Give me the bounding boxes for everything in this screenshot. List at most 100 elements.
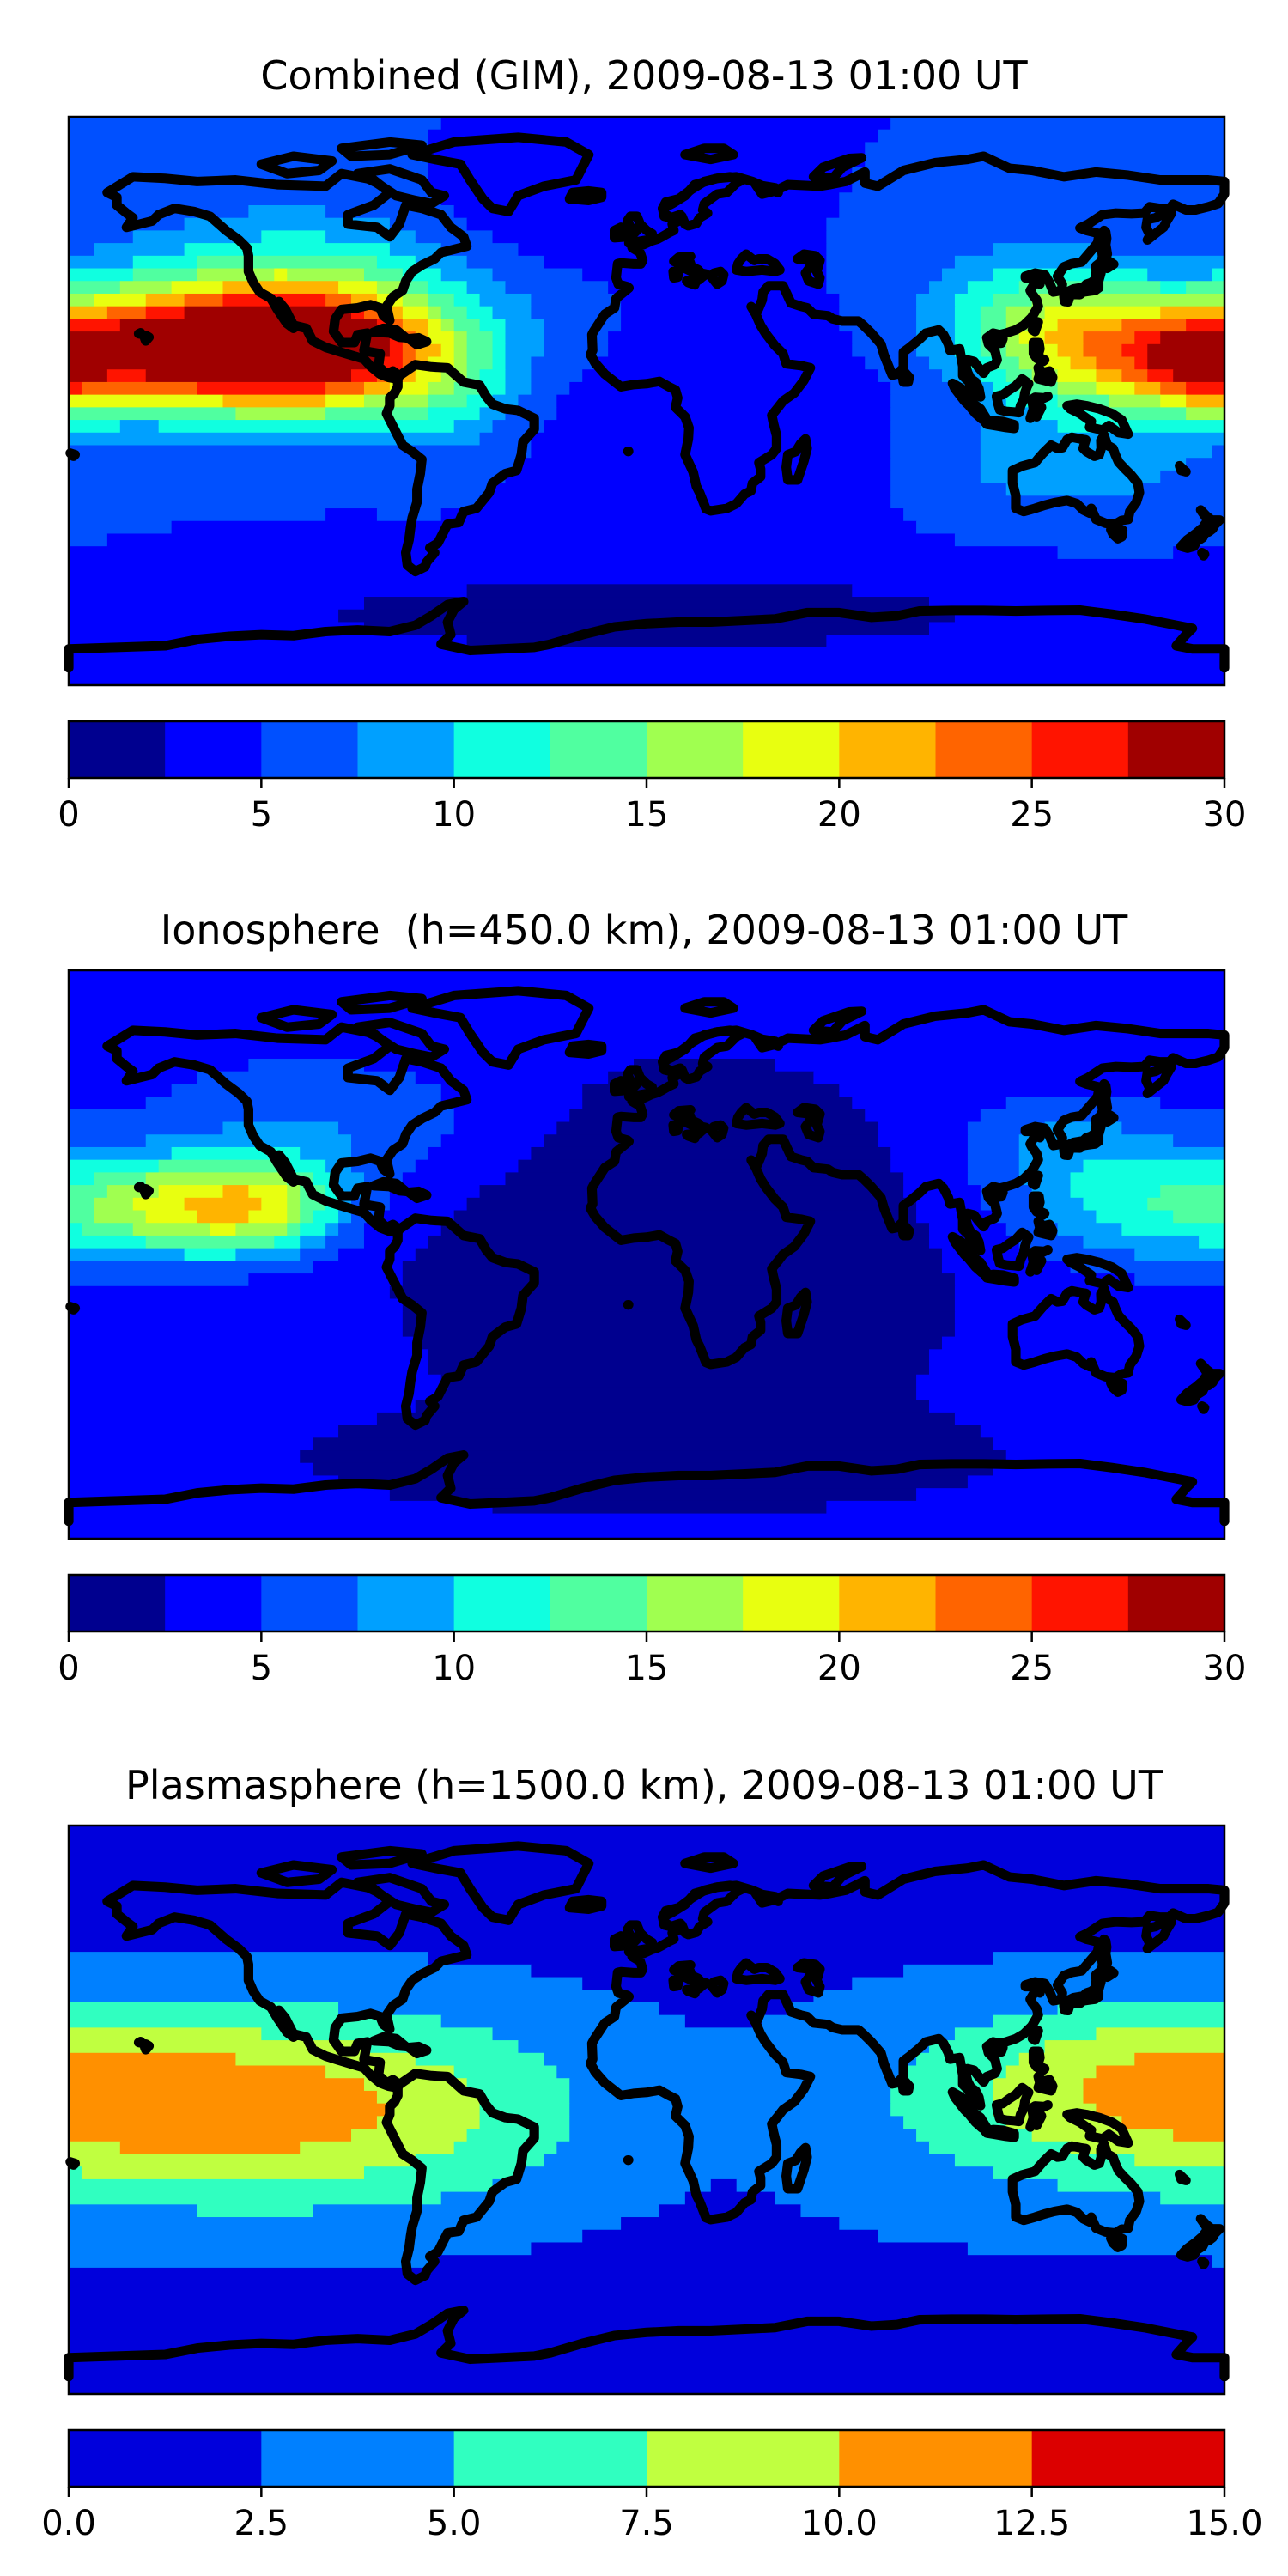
contour-cell: [440, 2014, 686, 2028]
contour-cell: [69, 1838, 1225, 1852]
contour-cell: [1057, 319, 1122, 332]
contour-cell: [492, 2027, 956, 2041]
contour-cell: [967, 1134, 1020, 1148]
contour-cell: [1134, 2052, 1225, 2067]
colorbar-ticks: 0 5 10 15 20 25 30: [58, 1631, 1246, 1688]
contour-cell: [1070, 1172, 1225, 1186]
contour-cell: [69, 1888, 1225, 1902]
contour-cell: [300, 1450, 1007, 1464]
contour-cell: [556, 2065, 904, 2079]
contour-cell: [69, 1084, 173, 1097]
contour-cell: [69, 2191, 442, 2205]
contour-cell: [69, 520, 173, 535]
contour-cell: [69, 1336, 416, 1350]
colorbar: 0.0 2.5 5.0 7.5 10.0 12.5 15.0: [41, 2428, 1263, 2543]
colorbar-segment: [453, 1575, 551, 1631]
contour-cell: [69, 1362, 429, 1376]
contour-cell: [492, 343, 507, 358]
contour-cell: [569, 2103, 891, 2117]
contour-cell: [132, 1223, 211, 1236]
contour-cell: [325, 1235, 365, 1249]
contour-cell: [659, 2002, 789, 2016]
contour-cell: [402, 343, 416, 358]
contour-cell: [505, 343, 544, 358]
contour-cell: [1096, 2065, 1225, 2079]
contour-cell: [890, 470, 981, 484]
contour-cell: [1173, 369, 1225, 383]
contour-cell: [466, 331, 494, 345]
contour-cell: [69, 2052, 237, 2067]
contour-cell: [222, 281, 339, 295]
contour-cell: [1044, 2040, 1225, 2054]
colorbar-tick-label: 5: [251, 1649, 272, 1688]
colorbar-segment: [69, 1575, 166, 1631]
contour-cell: [69, 597, 365, 611]
contour-cell: [69, 369, 108, 383]
contour-cell: [428, 331, 455, 345]
contour-cell: [300, 1210, 313, 1224]
contour-cell: [865, 1109, 981, 1123]
contour-cell: [1057, 2002, 1225, 2016]
contour-cell: [69, 2368, 1225, 2382]
contour-cell: [261, 2027, 494, 2041]
contour-cell: [428, 319, 442, 332]
contour-cell: [1173, 2129, 1225, 2142]
contour-cell: [1057, 1223, 1122, 1236]
contour-cell: [81, 2166, 365, 2180]
contour-cell: [69, 117, 442, 131]
colorbar-tick-label: 10: [432, 1649, 476, 1688]
contour-cell: [69, 1159, 160, 1173]
contour-cell: [826, 217, 1225, 231]
panel-title: Ionosphere (h=450.0 km), 2009-08-13 01:0…: [161, 907, 1128, 953]
contour-cell: [878, 2229, 1225, 2244]
contour-cell: [363, 622, 930, 635]
contour-cell: [389, 1285, 956, 1300]
colorbar-cells: [69, 721, 1225, 778]
contour-cell: [1186, 381, 1225, 396]
contour-cell: [106, 369, 147, 383]
contour-cell: [69, 2255, 429, 2269]
contour-cell: [69, 381, 82, 396]
colorbar-tick-label: 20: [817, 795, 861, 835]
contour-cell: [505, 356, 532, 370]
contour-cell: [775, 2191, 1161, 2205]
contour-cell: [69, 2166, 82, 2180]
contour-cell: [415, 2154, 544, 2167]
contour-cell: [1109, 394, 1161, 408]
contour-cell: [466, 343, 494, 358]
contour-cell: [852, 584, 1225, 598]
contour-cell: [993, 268, 1148, 282]
contour-cell: [544, 319, 622, 332]
contour-cell: [531, 445, 891, 459]
contour-cell: [94, 1197, 134, 1212]
contour-cell: [890, 394, 969, 408]
contour-cell: [492, 268, 583, 282]
contour-cell: [69, 179, 429, 193]
contour-cell: [1121, 343, 1148, 358]
contour-cell: [402, 1311, 956, 1325]
contour-cell: [852, 179, 1225, 193]
contour-cell: [300, 1223, 326, 1236]
contour-cell: [69, 2090, 378, 2105]
contour-cell: [736, 2178, 1059, 2193]
contour-cell: [69, 356, 378, 370]
contour-cell: [1173, 1210, 1225, 1224]
contour-cell: [1134, 356, 1148, 370]
contour-cell: [440, 319, 455, 332]
contour-cell: [556, 2141, 930, 2155]
contour-cell: [69, 1210, 95, 1224]
contour-cell: [453, 2065, 557, 2079]
contour-cell: [1018, 2052, 1135, 2067]
colorbar-segment: [935, 1575, 1033, 1631]
contour-cell: [69, 343, 391, 358]
contour-fill: [69, 1826, 1225, 2395]
contour-cell: [980, 470, 1161, 484]
contour-cell: [479, 369, 507, 383]
contour-cell: [132, 255, 198, 270]
contour-cell: [954, 1323, 1225, 1338]
contour-cell: [826, 635, 1225, 648]
contour-cell: [890, 458, 981, 471]
contour-cell: [351, 1134, 442, 1148]
contour-cell: [300, 1248, 339, 1261]
contour-cell: [492, 356, 507, 370]
